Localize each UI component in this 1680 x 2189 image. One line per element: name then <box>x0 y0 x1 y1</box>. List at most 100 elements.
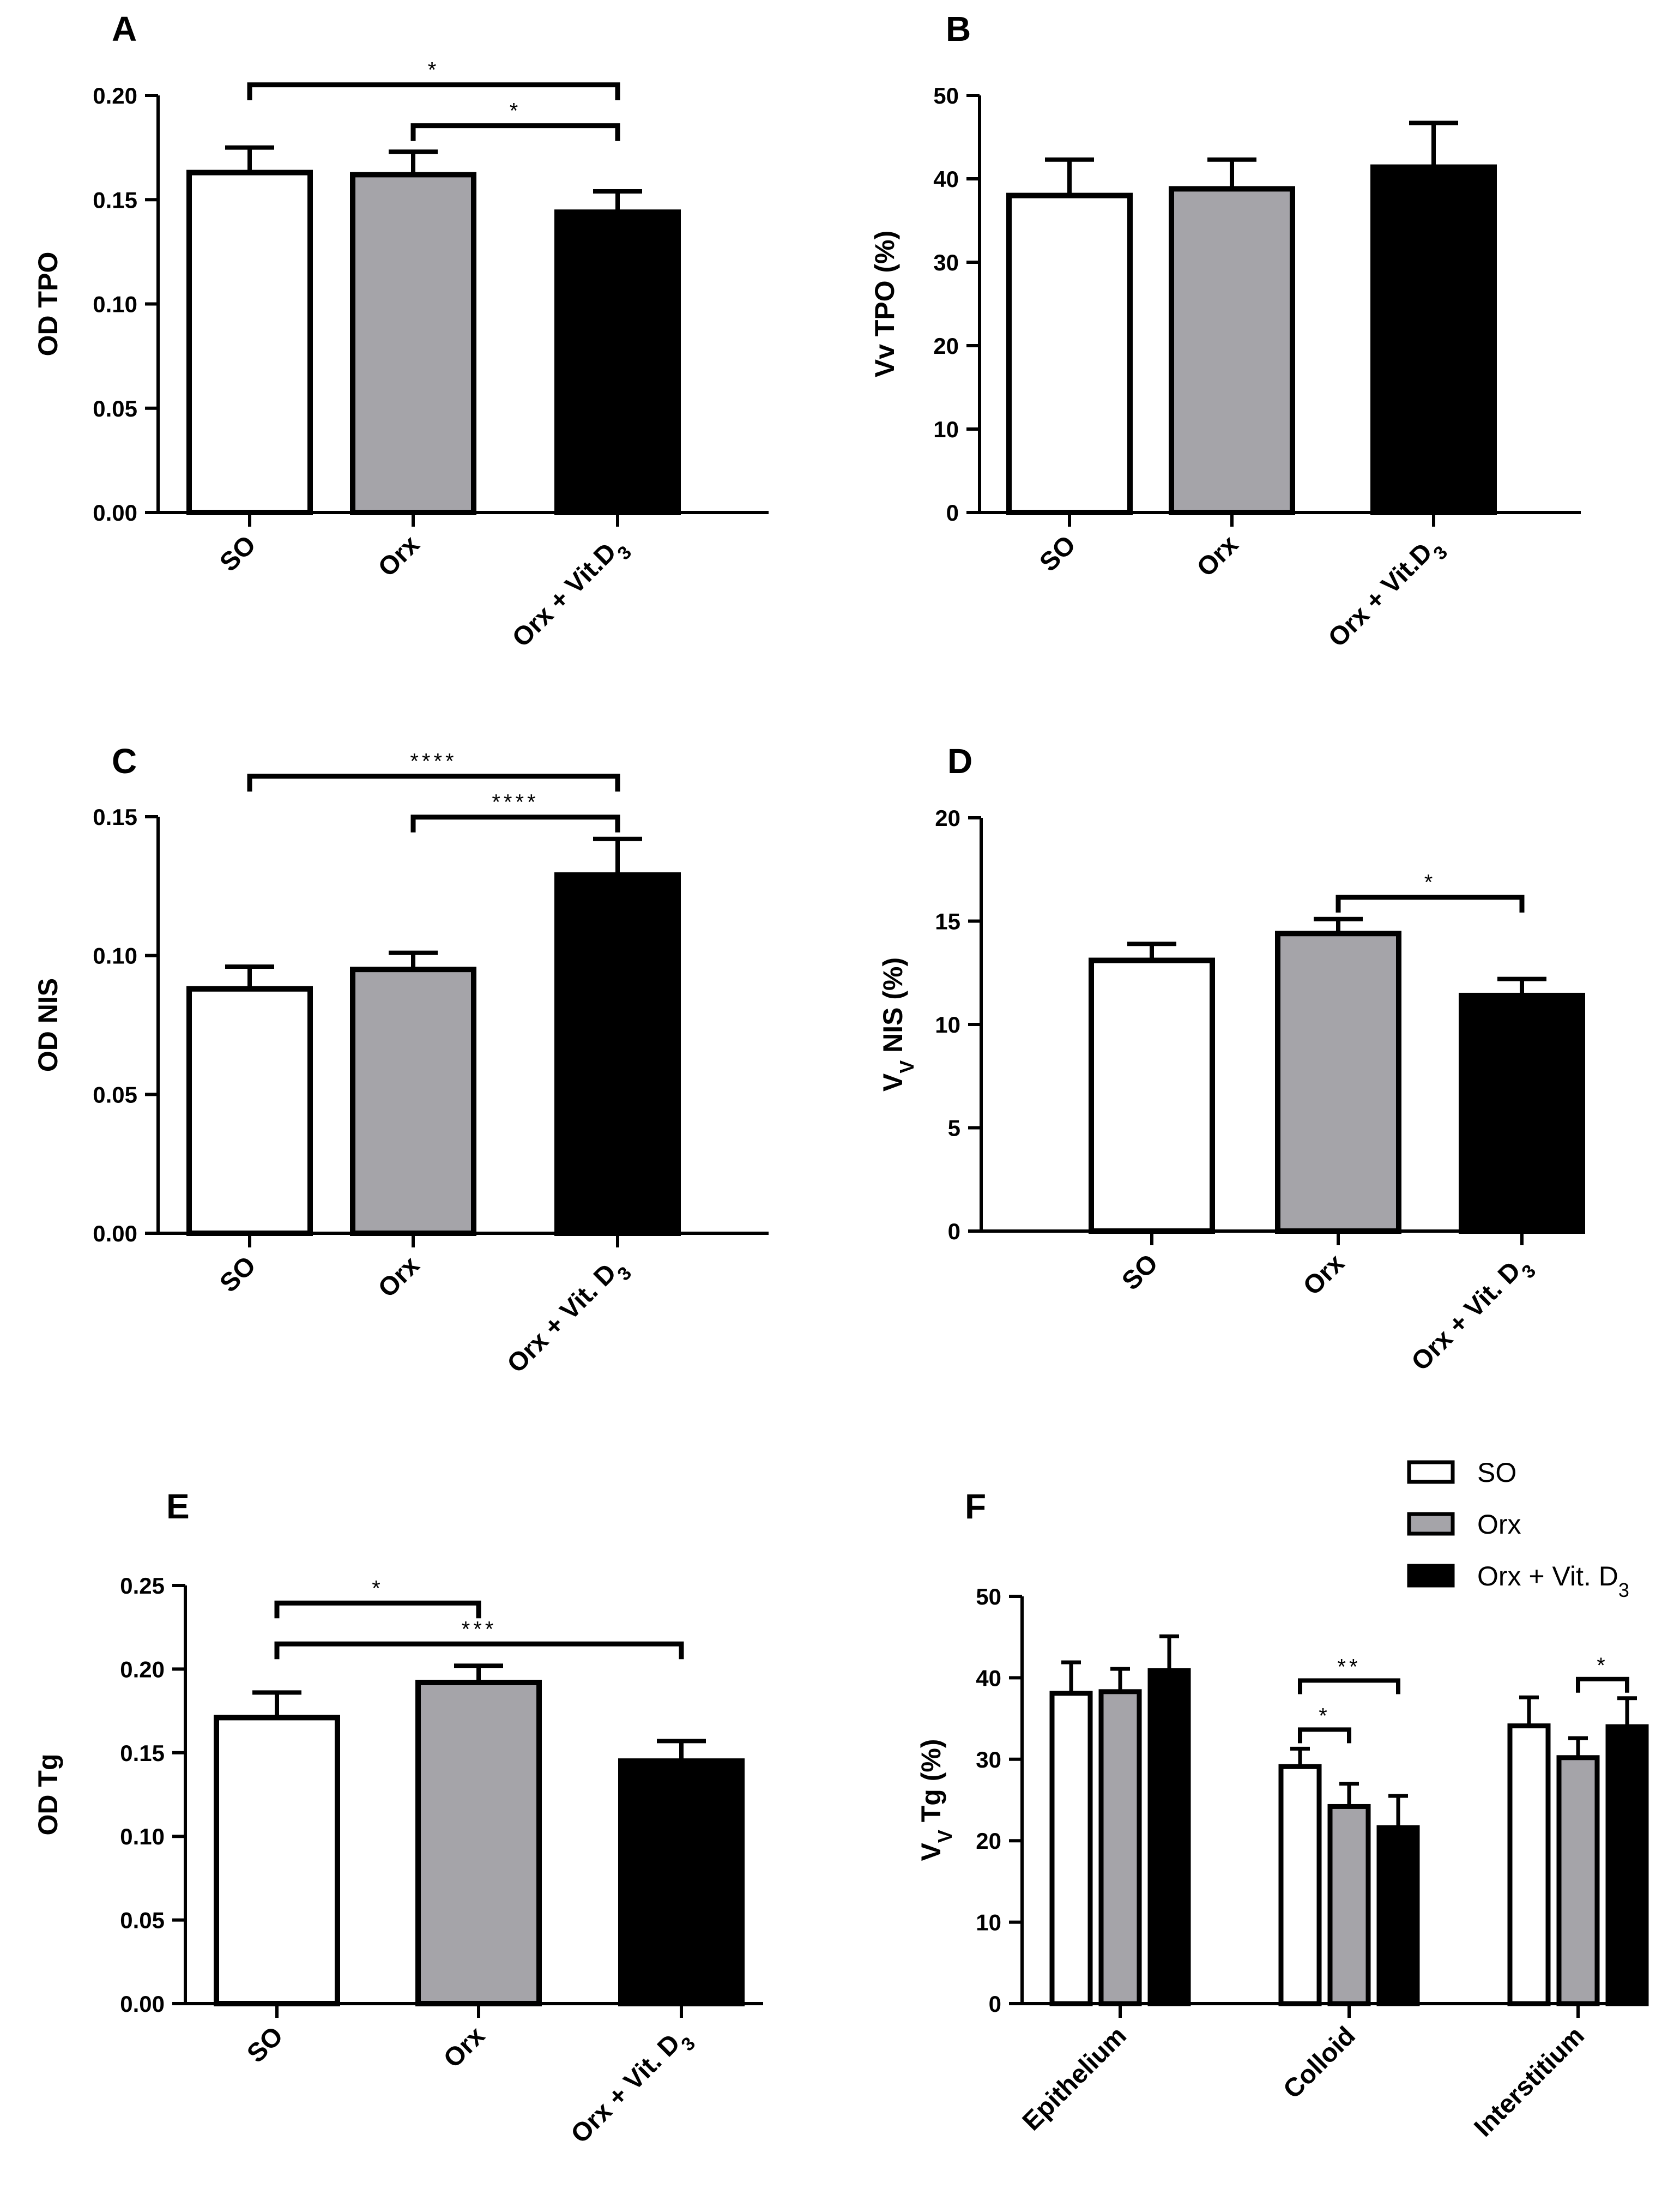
x-tick-label: Orx <box>373 1251 425 1303</box>
x-tick-label: Orx + Vit.D3 <box>1323 530 1452 659</box>
bar-orx <box>350 967 476 1236</box>
legend-swatch-so <box>1407 1460 1455 1484</box>
label-part: Orx <box>438 2021 491 2073</box>
label-part: NIS (%) <box>878 957 908 1060</box>
label-part: SO <box>214 1251 262 1298</box>
bracket-line <box>247 774 620 792</box>
significance-bracket: * <box>247 58 620 100</box>
label-part: V <box>916 1843 946 1861</box>
y-tick-label: 0 <box>948 1219 960 1244</box>
label-part: Orx + Vit. D <box>1406 1256 1526 1377</box>
x-tick-label: Colloid <box>1278 2021 1361 2104</box>
legend-label: Orx + Vit. D3 <box>1477 1561 1629 1601</box>
bar-orx <box>350 172 476 516</box>
label-part: 3 <box>1618 1579 1629 1601</box>
x-tick-label: SO <box>1034 530 1081 577</box>
label-part: V <box>896 1060 918 1074</box>
y-tick-label: 20 <box>935 805 960 831</box>
label-part: SO <box>241 2021 289 2069</box>
y-tick-label: 0.00 <box>120 1991 165 2017</box>
y-tick-label: 30 <box>933 250 959 275</box>
bracket-line <box>1298 1678 1400 1694</box>
y-tick-label: 50 <box>976 1584 1001 1609</box>
bar-orx-vit-d3 <box>554 209 681 515</box>
label-part: V <box>934 1830 956 1843</box>
y-tick-label: 0.00 <box>93 1221 137 1246</box>
bar-colloid-so <box>1278 1764 1322 2006</box>
y-tick-label: 20 <box>933 333 959 359</box>
bar-epithelium-orx-vit-d3 <box>1147 1668 1191 2006</box>
bracket-line <box>410 815 620 833</box>
bar-orx <box>1275 931 1401 1234</box>
y-tick-label: 5 <box>948 1115 960 1141</box>
chart-panel-f: F 0 10 20 30 40 50 VV Tg (%) Epithelium Colloid In… <box>916 1457 1649 2143</box>
bar-colloid-orx <box>1327 1804 1371 2006</box>
chart-panel-d: D 0 5 10 15 20 VV NIS (%) SO Orx Orx + Vit. D3 * <box>878 741 1585 1383</box>
y-tick-label: 0.05 <box>93 396 137 421</box>
y-tick-label: 0.15 <box>93 804 137 830</box>
chart-panel-a: A 0.00 0.05 0.10 0.15 0.20 OD TPO SO Orx Orx + Vi… <box>33 9 769 659</box>
y-tick-label: 40 <box>933 166 959 192</box>
panel-letter: D <box>947 741 972 781</box>
y-tick-label: 0.15 <box>93 187 137 213</box>
bar-orx-vit-d3 <box>1459 992 1585 1234</box>
bar-so <box>1089 957 1215 1234</box>
y-tick-label: 30 <box>976 1747 1001 1772</box>
x-tick-label: Orx + Vit. D3 <box>501 1251 636 1385</box>
bar-so <box>1006 192 1133 516</box>
y-tick-label: 0.20 <box>93 83 137 108</box>
significance-bracket: ** <box>1298 1655 1400 1694</box>
y-tick-label: 0 <box>946 500 959 526</box>
bar-so <box>186 986 313 1236</box>
bar-epithelium-orx <box>1098 1689 1142 2006</box>
significance-bracket: * <box>1298 1704 1351 1744</box>
significance-label: ** <box>1337 1655 1361 1679</box>
bar-colloid-orx-vit-d3 <box>1376 1825 1420 2006</box>
significance-label: * <box>510 99 522 123</box>
label-part: Orx + Vit. D <box>501 1258 622 1379</box>
label-part: Orx <box>373 1251 425 1303</box>
y-axis-title: VV NIS (%) <box>878 957 918 1092</box>
y-axis-title: OD TPO <box>33 252 63 357</box>
bracket-line <box>410 123 620 141</box>
x-tick-label: Orx + Vit.D3 <box>507 530 636 659</box>
y-tick-label: 0.15 <box>120 1740 165 1766</box>
bar-interstitium-orx <box>1556 1755 1600 2006</box>
y-axis-title: OD NIS <box>33 978 63 1072</box>
y-tick-label: 10 <box>935 1012 960 1038</box>
bracket-line <box>247 82 620 100</box>
y-tick-label: 50 <box>933 83 959 108</box>
bracket-line <box>274 1641 684 1660</box>
x-tick-label: Orx <box>1298 1249 1350 1301</box>
label-part: Orx <box>1192 530 1244 582</box>
x-tick-label: SO <box>241 2021 289 2069</box>
label-part: Orx <box>373 530 425 582</box>
y-tick-label: 0.05 <box>120 1908 165 1933</box>
y-tick-label: 0.10 <box>93 943 137 969</box>
x-tick-label: Orx <box>438 2021 491 2073</box>
x-tick-label: Orx + Vit. D3 <box>1406 1249 1540 1383</box>
significance-bracket: **** <box>247 750 620 792</box>
label-part: Tg (%) <box>916 1739 946 1830</box>
bar-epithelium-so <box>1049 1691 1093 2006</box>
panel-letter: C <box>112 741 137 781</box>
y-tick-label: 0.05 <box>93 1082 137 1107</box>
panel-letter: E <box>166 1487 190 1526</box>
significance-label: * <box>428 58 440 82</box>
significance-bracket: **** <box>410 791 620 833</box>
bar-orx-vit-d3 <box>618 1758 745 2006</box>
significance-bracket: * <box>1576 1654 1629 1693</box>
y-tick-label: 15 <box>935 909 960 934</box>
bracket-line <box>274 1600 481 1619</box>
x-tick-label: SO <box>1116 1249 1164 1296</box>
legend-label: Orx <box>1477 1509 1521 1540</box>
significance-label: *** <box>462 1617 497 1641</box>
x-tick-label: SO <box>214 1251 262 1298</box>
y-axis-title: OD Tg <box>33 1754 63 1836</box>
x-tick-label: Epithelium <box>1017 2021 1132 2136</box>
y-tick-label: 0 <box>989 1991 1001 2017</box>
label-part: SO <box>1116 1249 1164 1296</box>
label-part: SO <box>1034 530 1081 577</box>
bar-interstitium-so <box>1507 1723 1551 2006</box>
